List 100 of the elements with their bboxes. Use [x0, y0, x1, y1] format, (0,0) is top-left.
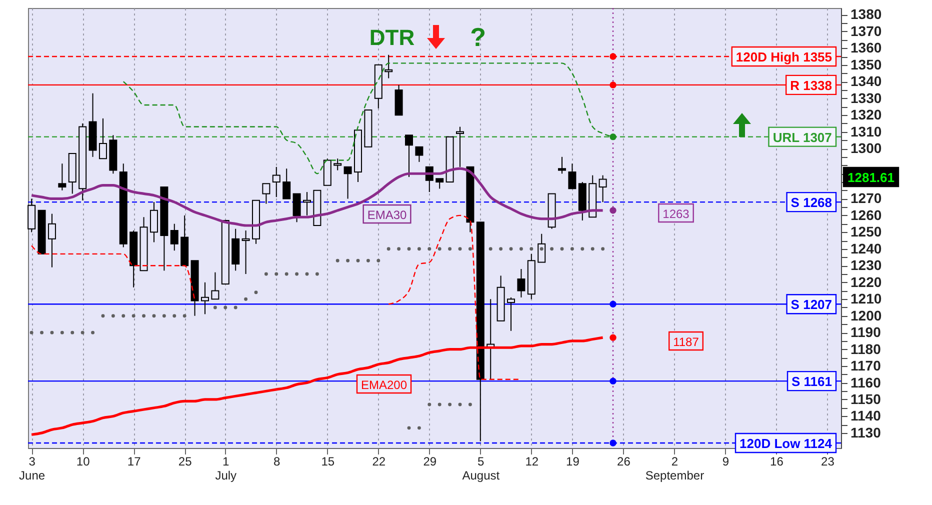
y-tick-label: 1140 — [850, 408, 882, 424]
candlestick — [282, 168, 291, 200]
point — [407, 426, 411, 430]
point — [610, 378, 616, 384]
point — [356, 258, 360, 262]
point — [590, 247, 594, 251]
point — [182, 314, 186, 318]
point — [152, 314, 156, 318]
point — [50, 330, 54, 334]
candlestick — [436, 178, 444, 190]
candlestick — [334, 158, 342, 171]
point — [488, 247, 492, 251]
x-tick-label: 26 — [617, 454, 631, 468]
point — [142, 314, 146, 318]
point — [234, 306, 238, 310]
x-tick-label: 3 June — [19, 454, 46, 482]
point — [570, 247, 574, 251]
point — [386, 247, 390, 251]
point — [284, 272, 288, 276]
point — [458, 402, 462, 406]
candlestick — [272, 166, 280, 198]
y-tick-label: 1310 — [850, 123, 882, 140]
ref-line-label: 120D High 1355 — [736, 50, 832, 65]
x-tick-label: 23 — [821, 454, 835, 468]
y-tick-label: 1350 — [850, 56, 882, 72]
point — [376, 258, 380, 262]
y-tick-label: 1210 — [850, 290, 882, 307]
point — [60, 330, 64, 334]
y-tick-label: 1130 — [850, 424, 882, 440]
point — [30, 330, 34, 334]
candlestick — [507, 296, 516, 332]
ref-line-label: URL 1307 — [772, 130, 832, 145]
y-tick-label: 1340 — [850, 73, 882, 90]
candlestick — [211, 272, 220, 300]
y-tick-label: 1150 — [850, 390, 882, 407]
point — [224, 306, 228, 310]
candlestick — [384, 54, 393, 79]
point — [610, 334, 616, 341]
point — [509, 247, 513, 251]
text: 1281.61 — [848, 170, 894, 185]
ref-line-label: S 1268 — [790, 195, 832, 210]
point — [101, 314, 105, 318]
ref-line-label: S 1161 — [792, 374, 832, 390]
y-tick-label: 1300 — [850, 140, 882, 156]
point — [560, 247, 564, 251]
ref-line-label: R 1338 — [790, 78, 832, 93]
y-tick-label: 1270 — [850, 190, 882, 206]
line-series — [30, 167, 604, 227]
annotation: ? — [470, 22, 486, 52]
point — [111, 314, 115, 318]
candlestick — [150, 202, 158, 243]
point — [407, 247, 411, 251]
y-tick-label: 1190 — [850, 324, 882, 340]
point — [428, 402, 432, 406]
x-tick-label: 17 — [127, 454, 142, 468]
point — [336, 258, 340, 262]
x-tick-label: 5 August — [462, 454, 500, 482]
y-tick-label: 1200 — [850, 307, 882, 324]
candlestick — [58, 163, 66, 191]
x-tick-label: 9 — [722, 454, 730, 468]
point — [132, 314, 136, 318]
candlestick — [415, 146, 424, 162]
x-tick-label: 25 — [178, 454, 192, 468]
x-tick-label: 19 — [566, 454, 580, 468]
candlestick — [558, 156, 566, 174]
point — [254, 290, 258, 294]
candlestick — [568, 163, 576, 190]
y-tick-label: 1240 — [850, 240, 882, 256]
point — [601, 247, 605, 251]
candlestick — [302, 192, 311, 216]
y-tick-label: 1170 — [850, 358, 882, 374]
candlestick — [242, 230, 250, 275]
y-tick-label: 1230 — [850, 257, 882, 274]
point — [448, 247, 452, 251]
x-tick-label: 29 — [423, 454, 437, 468]
point — [397, 247, 401, 251]
point — [610, 53, 616, 60]
point — [366, 258, 370, 262]
point — [610, 82, 616, 88]
point — [610, 207, 616, 214]
point — [428, 247, 432, 251]
candlestick — [98, 118, 107, 160]
point — [530, 247, 534, 251]
candlestick — [598, 174, 607, 203]
ref-line-label: 120D Low 1124 — [740, 436, 833, 451]
point — [172, 314, 176, 318]
point — [499, 247, 503, 251]
point — [70, 330, 74, 334]
candlestick — [405, 134, 413, 178]
y-tick-label: 1330 — [850, 90, 882, 106]
point — [610, 300, 616, 308]
y-tick-label: 1320 — [850, 106, 882, 123]
x-tick-label: 1 July — [215, 454, 237, 482]
x-tick-label: 10 — [76, 454, 90, 468]
point — [540, 247, 544, 251]
point — [519, 247, 523, 251]
point — [274, 272, 278, 276]
point — [417, 247, 421, 251]
point — [580, 247, 584, 251]
point — [610, 440, 616, 446]
